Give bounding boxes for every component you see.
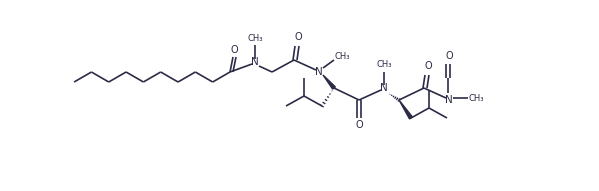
Text: N: N — [445, 95, 453, 105]
Text: N: N — [380, 83, 388, 93]
Text: CH₃: CH₃ — [376, 60, 392, 69]
Text: N: N — [251, 57, 259, 67]
Text: O: O — [230, 45, 238, 55]
Text: O: O — [294, 32, 302, 42]
Text: CH₃: CH₃ — [468, 94, 484, 103]
Text: O: O — [424, 61, 432, 71]
Text: CH₃: CH₃ — [334, 52, 350, 61]
Text: O: O — [445, 51, 453, 61]
Text: O: O — [355, 120, 363, 130]
Text: CH₃: CH₃ — [247, 33, 263, 43]
Polygon shape — [323, 75, 335, 89]
Text: N: N — [315, 67, 323, 77]
Polygon shape — [399, 100, 413, 119]
